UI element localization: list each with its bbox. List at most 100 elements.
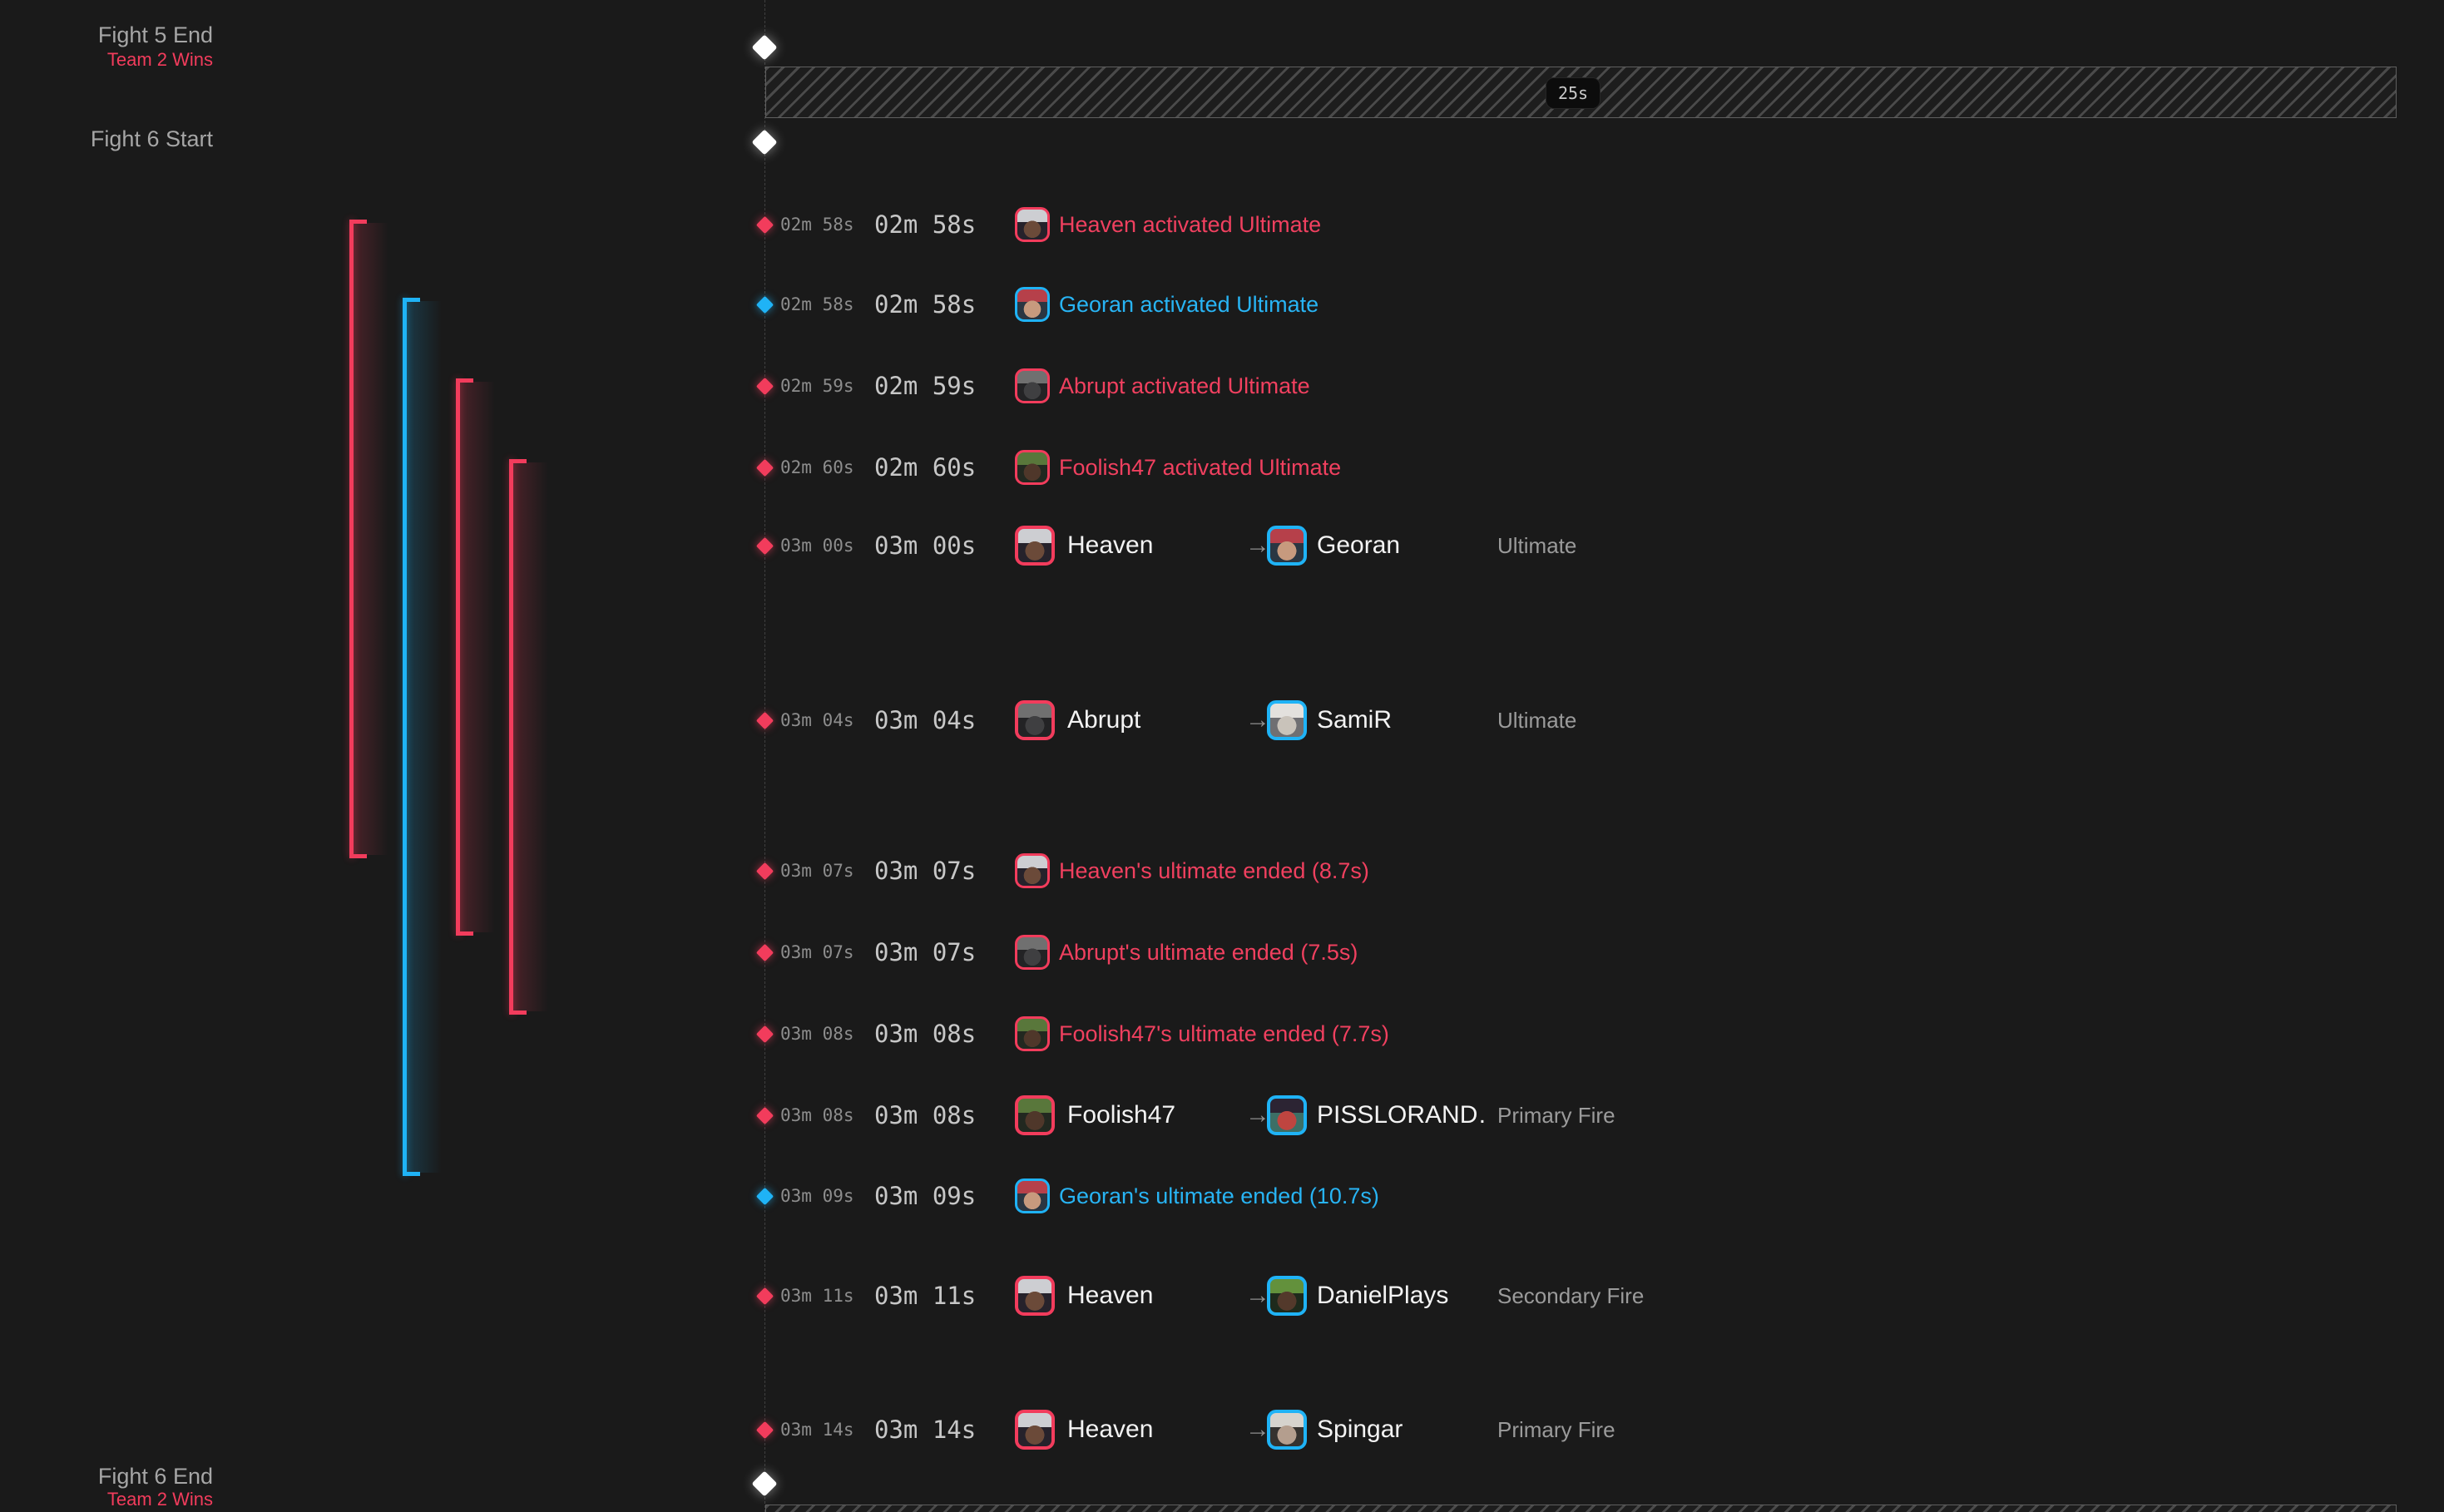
arrow-icon: → <box>1245 706 1270 734</box>
event-marker-icon[interactable] <box>755 536 774 555</box>
event-row[interactable]: 02m 58s 02m 58s Georan activated Ultimate <box>755 282 1318 327</box>
event-marker-icon[interactable] <box>755 1421 774 1439</box>
ultimate-bar-start-cap <box>456 378 473 383</box>
timestamp-small: 03m 04s <box>780 710 854 730</box>
arrow-icon: → <box>1245 1101 1270 1129</box>
fight-marker-diamond[interactable] <box>751 34 778 61</box>
event-marker-icon[interactable] <box>755 377 774 395</box>
target-player-name: Spingar <box>1317 1416 1403 1443</box>
event-row[interactable]: 02m 58s 02m 58s Heaven activated Ultimate <box>755 202 1322 247</box>
source-player-avatar <box>1015 526 1055 566</box>
event-row[interactable]: 03m 04s 03m 04s Abrupt → SamiR Ultimate <box>755 698 1576 743</box>
event-marker-icon[interactable] <box>755 1187 774 1205</box>
timestamp-small: 03m 08s <box>780 1024 854 1044</box>
timestamp-large: 03m 11s <box>874 1282 977 1310</box>
target-player-avatar <box>1267 1276 1307 1316</box>
source-player-name: Foolish47 <box>1067 1101 1176 1129</box>
timestamp-small: 03m 14s <box>780 1420 854 1440</box>
timestamp-large: 03m 00s <box>874 531 977 560</box>
event-marker-icon[interactable] <box>755 943 774 961</box>
ultimate-duration-bar <box>509 459 548 1015</box>
event-marker-icon[interactable] <box>755 458 774 477</box>
target-player-name: PISSLORAND… <box>1317 1101 1487 1129</box>
event-marker-icon[interactable] <box>755 1106 774 1124</box>
timestamp-large: 02m 60s <box>874 453 977 482</box>
ultimate-bar-fill <box>407 301 442 1173</box>
timestamp-large: 03m 07s <box>874 857 977 885</box>
target-player-name: Georan <box>1317 531 1401 559</box>
player-avatar <box>1015 1178 1050 1213</box>
timestamp-small: 03m 08s <box>780 1105 854 1125</box>
event-marker-icon[interactable] <box>755 1287 774 1305</box>
event-row[interactable]: 03m 00s 03m 00s Heaven → Georan Ultimate <box>755 523 1576 568</box>
ultimate-duration-bar <box>403 298 442 1176</box>
event-row[interactable]: 03m 07s 03m 07s Heaven's ultimate ended (8… <box>755 848 1369 893</box>
event-row[interactable]: 03m 14s 03m 14s Heaven → Spingar Primary Fire <box>755 1407 1615 1452</box>
source-player-name: Abrupt <box>1067 706 1141 734</box>
player-avatar <box>1015 1016 1050 1051</box>
time-gap-bar <box>765 67 2397 118</box>
ability-label: Primary Fire <box>1497 1416 1615 1442</box>
ultimate-duration-bar <box>349 220 388 858</box>
timestamp-small: 02m 58s <box>780 294 854 314</box>
target-player-name: SamiR <box>1317 706 1393 734</box>
event-row[interactable]: 02m 60s 02m 60s Foolish47 activated Ultima… <box>755 445 1342 490</box>
timestamp-large: 03m 08s <box>874 1101 977 1129</box>
event-marker-icon[interactable] <box>755 1025 774 1043</box>
event-row[interactable]: 03m 09s 03m 09s Georan's ultimate ended (1… <box>755 1174 1379 1218</box>
event-text: Georan's ultimate ended (10.7s) <box>1059 1183 1379 1208</box>
target-player-avatar <box>1267 1410 1307 1450</box>
timestamp-small: 02m 59s <box>780 376 854 396</box>
ultimate-bar-line <box>456 378 460 936</box>
timestamp-large: 03m 14s <box>874 1416 977 1444</box>
fight-marker-diamond[interactable] <box>751 129 778 156</box>
source-player-avatar <box>1015 1095 1055 1135</box>
arrow-icon: → <box>1245 1282 1270 1309</box>
fight-label: Fight 5 End <box>97 22 213 47</box>
timestamp-small: 03m 00s <box>780 536 854 556</box>
timestamp-large: 03m 04s <box>874 706 977 734</box>
ultimate-duration-bar <box>456 378 495 936</box>
time-gap-duration-badge: 25s <box>1546 77 1600 109</box>
player-avatar <box>1015 287 1050 322</box>
ultimate-bar-end-cap <box>456 931 473 936</box>
event-row[interactable]: 03m 07s 03m 07s Abrupt's ultimate ended (7… <box>755 930 1358 975</box>
event-text: Foolish47's ultimate ended (7.7s) <box>1059 1020 1389 1046</box>
event-marker-icon[interactable] <box>755 215 774 234</box>
player-avatar <box>1015 450 1050 485</box>
event-text: Heaven's ultimate ended (8.7s) <box>1059 857 1369 883</box>
event-marker-icon[interactable] <box>755 862 774 880</box>
event-marker-icon[interactable] <box>755 295 774 314</box>
time-gap-bar <box>765 1505 2397 1512</box>
ultimate-bar-end-cap <box>349 854 367 858</box>
event-row[interactable]: 03m 11s 03m 11s Heaven → DanielPlays Secondar… <box>755 1273 1645 1318</box>
ultimate-bar-end-cap <box>509 1010 527 1015</box>
timestamp-large: 02m 58s <box>874 290 977 319</box>
event-text: Heaven activated Ultimate <box>1059 211 1322 237</box>
ultimate-bar-fill <box>460 382 495 932</box>
ultimate-bar-fill <box>513 462 548 1011</box>
event-marker-icon[interactable] <box>755 711 774 729</box>
event-row[interactable]: 03m 08s 03m 08s Foolish47 → PISSLORAND… Prima… <box>755 1093 1615 1138</box>
player-avatar <box>1015 853 1050 888</box>
source-player-avatar <box>1015 1276 1055 1316</box>
timestamp-small: 03m 11s <box>780 1286 854 1306</box>
ability-label: Secondary Fire <box>1497 1282 1645 1308</box>
source-player-name: Heaven <box>1067 531 1154 559</box>
event-text: Abrupt activated Ultimate <box>1059 373 1310 398</box>
arrow-icon: → <box>1245 531 1270 559</box>
timestamp-small: 03m 09s <box>780 1186 854 1206</box>
event-row[interactable]: 02m 59s 02m 59s Abrupt activated Ultimate <box>755 363 1310 408</box>
source-player-avatar <box>1015 700 1055 740</box>
source-player-name: Heaven <box>1067 1282 1154 1309</box>
timestamp-small: 03m 07s <box>780 942 854 962</box>
ultimate-bar-line <box>349 220 354 858</box>
ultimate-bar-fill <box>354 223 388 855</box>
ability-label: Primary Fire <box>1497 1102 1615 1128</box>
timestamp-small: 03m 07s <box>780 861 854 881</box>
event-text: Foolish47 activated Ultimate <box>1059 454 1342 480</box>
ultimate-bar-line <box>509 459 513 1015</box>
fight-marker-diamond[interactable] <box>751 1470 778 1497</box>
event-row[interactable]: 03m 08s 03m 08s Foolish47's ultimate ended… <box>755 1011 1389 1056</box>
